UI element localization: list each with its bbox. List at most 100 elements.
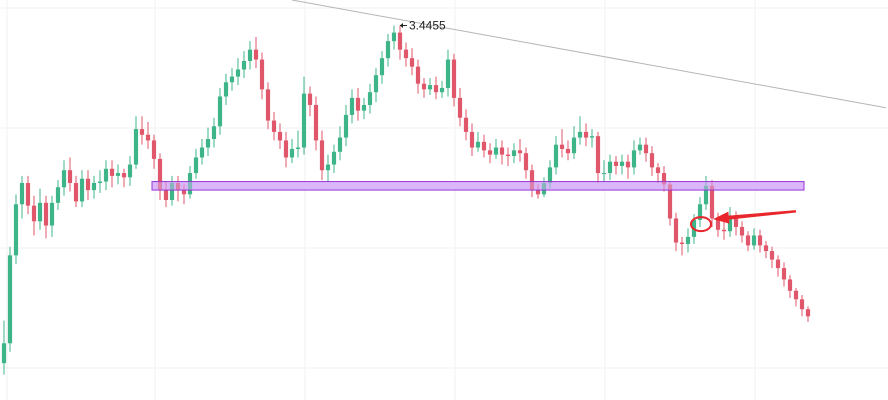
candle <box>265 82 271 130</box>
candle <box>769 246 775 269</box>
candle-body <box>373 75 379 93</box>
candle-body <box>379 58 385 76</box>
candles-layer <box>1 25 811 375</box>
support-zone-layer <box>152 181 804 191</box>
candle-body <box>37 202 43 222</box>
candle <box>289 139 295 164</box>
candle <box>337 126 343 161</box>
candle-body <box>49 202 55 226</box>
candle-body <box>487 150 493 155</box>
candle-body <box>433 85 439 93</box>
candle-body <box>655 167 661 174</box>
candle-body <box>751 235 757 246</box>
candle-body <box>109 168 115 176</box>
candle <box>589 129 595 148</box>
candle-body <box>283 140 289 158</box>
candle-body <box>481 141 487 151</box>
candle <box>457 87 463 127</box>
candle <box>235 58 241 86</box>
candle <box>253 36 259 69</box>
candle-body <box>577 131 583 138</box>
candle <box>163 181 169 208</box>
candle-body <box>421 83 427 90</box>
candle <box>85 170 91 200</box>
candle-body <box>289 148 295 158</box>
candle-body <box>91 182 97 191</box>
candle-body <box>253 49 259 60</box>
candle <box>61 160 67 196</box>
candle <box>571 126 577 159</box>
trendline <box>291 0 887 109</box>
candle-body <box>343 114 349 138</box>
candle <box>799 295 805 317</box>
candle <box>199 139 205 165</box>
candle-body <box>787 279 793 291</box>
candle <box>601 160 607 182</box>
candle <box>373 68 379 103</box>
candle <box>793 287 799 307</box>
candle <box>217 87 223 135</box>
candle-body <box>565 148 571 154</box>
candle-body <box>313 104 319 141</box>
candle <box>655 163 661 183</box>
candle <box>259 52 265 100</box>
candle-body <box>169 182 175 200</box>
candle <box>463 109 469 141</box>
labels-layer: 3.4455 <box>400 19 446 33</box>
candle <box>745 231 751 252</box>
candle-body <box>643 144 649 154</box>
support-zone <box>152 181 804 191</box>
candle-body <box>619 161 625 166</box>
candle <box>559 129 565 158</box>
candle <box>673 212 679 252</box>
candle <box>475 131 481 152</box>
candle-body <box>499 147 505 155</box>
candle-body <box>361 104 367 111</box>
candle-body <box>211 126 217 140</box>
candle <box>295 130 301 158</box>
candle <box>493 139 499 159</box>
candle <box>79 170 85 208</box>
candle <box>787 275 793 298</box>
candle <box>703 175 709 210</box>
candle-body <box>781 268 787 280</box>
candle <box>127 156 133 186</box>
candle-body <box>607 161 613 174</box>
candle <box>193 148 199 179</box>
candle-body <box>523 153 529 171</box>
candle <box>211 117 217 148</box>
candle-body <box>463 117 469 132</box>
candle <box>43 195 49 239</box>
candle-body <box>79 178 85 202</box>
candle <box>37 188 43 230</box>
candle-body <box>529 170 535 191</box>
candle-body <box>409 58 415 67</box>
candle <box>517 139 523 162</box>
candle-body <box>733 215 739 227</box>
candle <box>481 134 487 158</box>
candle-body <box>631 150 637 168</box>
candle <box>511 143 517 164</box>
candle-body <box>517 150 523 154</box>
candle <box>25 175 31 215</box>
candle-body <box>241 60 247 70</box>
candle <box>619 154 625 175</box>
candle <box>487 143 493 164</box>
candle-body <box>265 89 271 121</box>
candle <box>565 140 571 161</box>
candle <box>661 165 667 192</box>
candle-body <box>799 299 805 310</box>
candle <box>739 221 745 243</box>
candle <box>613 156 619 175</box>
candle <box>391 25 397 50</box>
candle-body <box>721 229 727 232</box>
candle <box>409 48 415 76</box>
candle <box>223 73 229 105</box>
candle <box>175 175 181 202</box>
candle <box>721 221 727 240</box>
annotation-arrow <box>713 210 797 224</box>
candle-body <box>637 144 643 151</box>
candle-body <box>235 69 241 77</box>
candle-body <box>451 59 457 98</box>
